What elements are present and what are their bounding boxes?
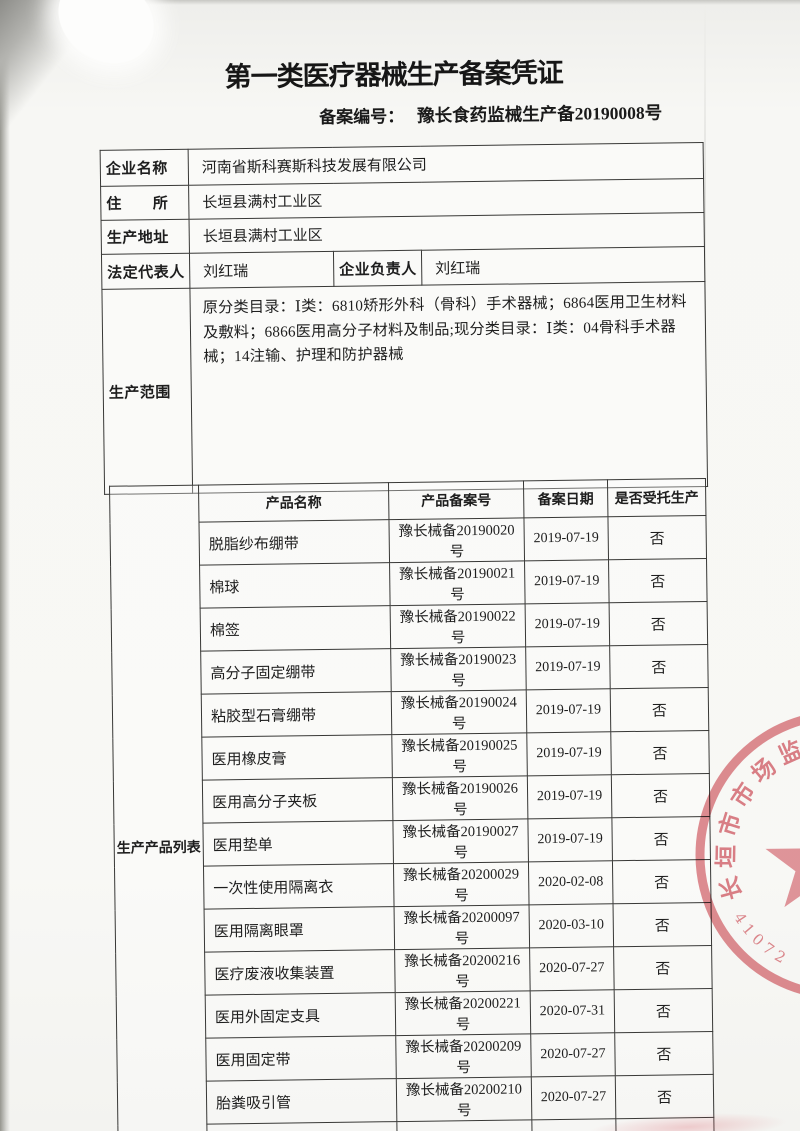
column-header-product-name: 产品名称: [198, 482, 389, 523]
product-record-number-cell: 豫长械备20200209号: [395, 1033, 532, 1079]
production-scope-value: 原分类目录：Ⅰ类：6810矫形外科（骨科）手术器械；6864医用卫生材料及敷料；…: [189, 281, 708, 494]
column-header-entrusted: 是否受托生产: [607, 478, 706, 517]
product-name-cell: 脱脂纱布绷带: [198, 519, 390, 566]
official-seal-stamp: 长垣市市场监 41072: [695, 716, 800, 994]
legal-representative-value: 刘红瑞: [189, 251, 334, 289]
product-name-cell: 胎粪吸引管: [206, 1078, 397, 1125]
production-scope-label: 生产范围: [101, 288, 193, 495]
product-record-number-cell: 豫长械备20190025号: [391, 732, 528, 778]
product-name-cell: 棉签: [200, 605, 391, 652]
product-name-cell: 医用隔离鞋套: [206, 1121, 398, 1131]
residence-label: 住 所: [100, 185, 190, 221]
product-record-number-cell: 豫长械备20200211号: [396, 1119, 533, 1131]
legal-representative-label: 法定代表人: [101, 253, 190, 290]
production-address-label: 生产地址: [101, 219, 190, 255]
record-date-cell: 2019-07-19: [526, 731, 612, 776]
product-record-number-cell: 豫长械备20200210号: [396, 1076, 532, 1122]
record-number-value: 豫长食药监械生产备20190008号: [417, 102, 663, 126]
svg-text:41072: 41072: [730, 909, 793, 969]
record-date-cell: 2020-07-31: [530, 989, 615, 1034]
product-record-number-cell: 豫长械备20200097号: [394, 904, 530, 950]
product-name-cell: 一次性使用隔离衣: [203, 863, 395, 910]
record-date-cell: 2020-03-10: [529, 903, 614, 948]
product-name-cell: 医用外固定支具: [205, 992, 396, 1039]
document-title: 第一类医疗器械生产备案凭证: [224, 57, 563, 93]
product-record-number-cell: 豫长械备20190026号: [392, 775, 528, 821]
company-info-table: 企业名称 河南省斯科赛斯科技发展有限公司 住 所 长垣县满村工业区 生产地址 长…: [99, 141, 709, 495]
record-date-cell: 2019-07-19: [525, 602, 610, 647]
record-date-cell: 2019-07-19: [524, 559, 610, 604]
entrusted-production-cell: 否: [609, 601, 708, 646]
production-scope-row: 生产范围 原分类目录：Ⅰ类：6810矫形外科（骨科）手术器械；6864医用卫生材…: [101, 281, 708, 495]
stamp-arc-text: 长垣市市场监: [714, 734, 800, 903]
product-list-table: 生产产品列表 产品名称 产品备案号 备案日期 是否受托生产 脱脂纱布绷带 豫长械…: [109, 477, 716, 1131]
record-date-cell: 2020-07-27: [530, 1032, 616, 1077]
scan-edge-top: [0, 0, 800, 5]
product-name-cell: 高分子固定绷带: [200, 648, 392, 695]
record-number-label: 备案编号：: [319, 106, 405, 128]
paper-crease: [704, 0, 706, 420]
scan-edge-left: [0, 0, 10, 1131]
entrusted-production-cell: 否: [608, 558, 708, 603]
product-name-cell: 粘胶型石膏绷带: [201, 691, 392, 738]
product-list-side-label: 生产产品列表: [109, 485, 208, 1131]
product-record-number-cell: 豫长械备20190024号: [391, 689, 527, 735]
product-record-number-cell: 豫长械备20200216号: [394, 947, 531, 993]
product-record-number-cell: 豫长械备20200029号: [393, 861, 530, 907]
enterprise-manager-label: 企业负责人: [333, 250, 422, 287]
column-header-record-date: 备案日期: [523, 479, 608, 518]
stamp-star-icon: [765, 848, 800, 908]
product-record-number-cell: 豫长械备20190020号: [388, 517, 525, 563]
product-name-cell: 医用隔离眼罩: [204, 906, 395, 953]
record-date-cell: 2019-07-19: [527, 817, 613, 862]
entrusted-production-cell: 否: [609, 644, 709, 689]
product-name-cell: 医用橡皮膏: [201, 734, 393, 781]
product-record-number-cell: 豫长械备20190021号: [389, 560, 526, 606]
record-date-cell: 2020-07-27: [529, 946, 615, 991]
record-date-cell: 2019-07-19: [525, 645, 611, 690]
entrusted-production-cell: 否: [614, 1031, 714, 1076]
product-name-cell: 医用固定带: [205, 1035, 397, 1082]
column-header-record-number: 产品备案号: [388, 480, 524, 520]
record-date-cell: 2019-07-19: [527, 774, 612, 819]
product-name-cell: 医用高分子夹板: [202, 777, 393, 824]
product-record-number-cell: 豫长械备20200221号: [395, 990, 531, 1036]
record-date-cell: 2020-02-08: [528, 860, 614, 905]
product-name-cell: 棉球: [199, 562, 391, 609]
record-number-line: 备案编号： 豫长食药监械生产备20190008号: [319, 99, 662, 129]
company-name-label: 企业名称: [100, 149, 189, 187]
stamp-ring: [695, 716, 800, 994]
product-record-number-cell: 豫长械备20190023号: [390, 646, 527, 692]
record-date-cell: 2019-07-19: [523, 516, 609, 561]
stamp-code-text: 41072: [730, 909, 788, 969]
product-name-cell: 医疗废液收集装置: [204, 949, 396, 996]
enterprise-manager-value: 刘红瑞: [421, 246, 705, 286]
entrusted-production-cell: 否: [615, 1074, 714, 1119]
product-record-number-cell: 豫长械备20190022号: [390, 603, 526, 649]
product-record-number-cell: 豫长械备20190027号: [392, 818, 529, 864]
entrusted-production-cell: 否: [607, 515, 707, 560]
svg-text:长垣市市场监: 长垣市市场监: [714, 734, 800, 903]
record-date-cell: 2020-07-27: [531, 1075, 616, 1120]
record-date-cell: 2019-07-19: [526, 688, 611, 733]
product-name-cell: 医用垫单: [202, 820, 394, 867]
